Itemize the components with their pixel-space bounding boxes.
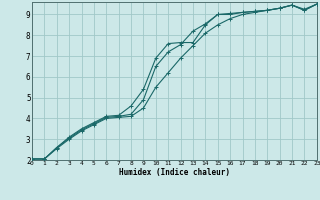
X-axis label: Humidex (Indice chaleur): Humidex (Indice chaleur) [119,168,230,177]
